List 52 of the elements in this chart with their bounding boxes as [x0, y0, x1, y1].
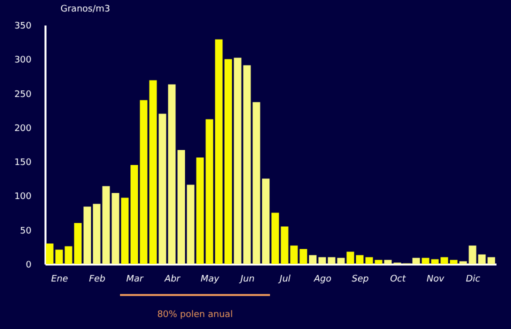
x-tick-label: Dic	[466, 274, 480, 284]
y-tick-label: 200	[14, 124, 32, 134]
bar	[459, 261, 467, 264]
bar	[309, 255, 317, 264]
bar	[384, 260, 392, 264]
y-tick-label: 150	[14, 158, 32, 168]
bar	[121, 198, 129, 264]
bar	[300, 248, 308, 264]
bar	[224, 59, 232, 264]
x-tick-label: Mar	[126, 274, 145, 284]
x-tick-label: Ene	[51, 274, 69, 284]
bar	[271, 212, 279, 264]
bar	[412, 258, 420, 264]
bar	[92, 204, 100, 264]
bar	[488, 257, 496, 264]
text: 80% polen anual	[157, 310, 233, 320]
bar	[130, 164, 138, 264]
x-tick-label: Sep	[352, 274, 370, 284]
bar	[262, 178, 270, 264]
bar	[346, 252, 354, 264]
y-tick-label: 300	[14, 56, 32, 66]
bar	[46, 244, 54, 264]
x-tick-label: Jul	[278, 274, 292, 284]
bar	[177, 150, 185, 264]
bar	[374, 260, 382, 264]
y-tick-label: 100	[14, 192, 32, 202]
bar	[365, 257, 373, 264]
x-tick-label: Abr	[164, 274, 182, 284]
bar	[450, 260, 458, 264]
x-tick-label: Oct	[390, 274, 406, 284]
bar	[186, 184, 194, 264]
bar	[234, 58, 242, 264]
x-tick-label: May	[200, 274, 220, 284]
y-axis-title: Granos/m3	[60, 4, 110, 14]
y-tick-label: 0	[26, 260, 32, 270]
bar	[84, 206, 92, 264]
x-tick-label: Feb	[88, 274, 106, 284]
bar	[356, 255, 364, 264]
x-tick-label: Ago	[312, 274, 332, 284]
bar	[140, 100, 148, 264]
bar	[318, 257, 326, 264]
x-tick-label: Jun	[238, 274, 255, 284]
bar	[149, 80, 157, 264]
x-tick-label: Nov	[426, 274, 445, 284]
y-tick-label: 250	[14, 90, 32, 100]
bar	[215, 39, 223, 264]
bar	[74, 223, 82, 264]
bar	[440, 257, 448, 264]
y-tick-label: 350	[14, 22, 32, 32]
y-tick-label: 50	[20, 226, 32, 236]
bar	[168, 84, 176, 264]
bar	[158, 114, 166, 264]
